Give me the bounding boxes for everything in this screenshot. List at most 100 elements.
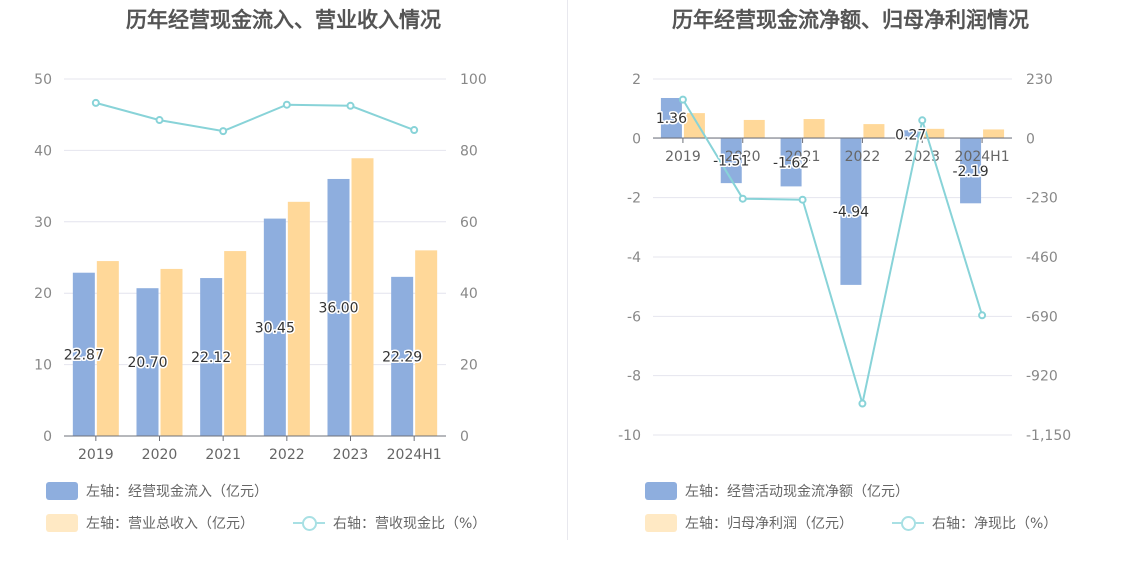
x-axis-tick-label: 2020 (725, 149, 761, 165)
bar-left-orange (683, 113, 705, 139)
legend-label: 左轴：营业总收入（亿元） (86, 516, 254, 532)
line-point (918, 116, 927, 125)
bar-left-blue (391, 276, 414, 436)
bar-data-label: 30.45 (255, 320, 295, 336)
x-axis-tick-label: 2023 (333, 447, 369, 463)
legend-item-net-ratio[interactable]: 右轴：净现比（%） (892, 513, 1057, 533)
right-axis-tick-label: 20 (460, 358, 478, 374)
x-axis-tick-label: 2024H1 (955, 149, 1010, 165)
left-axis-tick-label: -10 (618, 428, 641, 444)
bar-left-orange (160, 268, 183, 436)
bar-left-orange (351, 158, 374, 436)
right-chart-panel: 历年经营现金流净额、归母净利润情况 -10 -1,150 -8 -920 -6 -690 -… (567, 0, 1134, 582)
bar-left-blue (780, 138, 802, 187)
right-axis-tick-label: 80 (460, 143, 478, 159)
right-axis-tick-label: -1,150 (1026, 428, 1071, 444)
bar-left-blue (900, 130, 922, 139)
chart-title: 历年经营现金流净额、归母净利润情况 (672, 8, 1029, 32)
right-axis-tick-label: -920 (1026, 369, 1058, 385)
bar-data-label: 0.27 (895, 127, 926, 143)
line-point (91, 98, 100, 107)
left-chart-panel: 历年经营现金流入、营业收入情况 0 0 10 20 20 40 30 60 40 80 50 100 2… (34, 8, 487, 533)
bar-left-orange (415, 250, 438, 436)
bar-left-blue (263, 218, 286, 436)
legend-label: 左轴：经营活动现金流净额（亿元） (685, 484, 909, 500)
bar-left-orange (863, 124, 885, 139)
right-axis-tick-label: -460 (1026, 250, 1058, 266)
bar-left-orange (743, 119, 765, 139)
right-axis-tick-label: 230 (1026, 72, 1053, 88)
x-axis-tick-label: 2024H1 (387, 447, 442, 463)
x-axis-tick-label: 2021 (785, 149, 821, 165)
right-axis-tick-label: 0 (460, 429, 469, 445)
x-axis-tick-label: 2019 (665, 149, 701, 165)
line-point (410, 126, 419, 135)
bar-left-orange (224, 251, 247, 436)
bar-data-label: -2.19 (952, 164, 988, 180)
x-axis-tick-label: 2022 (269, 447, 305, 463)
legend-swatch-orange (46, 514, 78, 532)
right-axis-tick-label: 0 (1026, 131, 1035, 147)
right-axis-tick-label: -230 (1026, 191, 1058, 207)
bar-left-blue (72, 272, 95, 436)
bar-data-label: 22.87 (64, 347, 104, 363)
x-axis-tick-label: 2021 (205, 447, 241, 463)
line-series-path (95, 101, 415, 133)
legend-item-cash-inflow[interactable]: 左轴：经营现金流入（亿元） (46, 481, 268, 501)
left-axis-tick-label: -2 (627, 191, 641, 207)
legend-label: 左轴：归母净利润（亿元） (685, 516, 853, 532)
panel-divider (567, 0, 568, 540)
bar-left-blue (840, 138, 862, 285)
legend-label: 右轴：营收现金比（%） (333, 516, 487, 532)
line-point (346, 101, 355, 110)
bar-left-orange (287, 201, 310, 436)
legend-swatch-orange (645, 514, 677, 532)
bar-left-blue (960, 138, 982, 204)
bar-left-blue (327, 178, 350, 436)
left-axis-tick-label: 2 (632, 72, 641, 88)
bar-left-orange (96, 261, 119, 436)
bar-left-orange (923, 128, 945, 139)
bar-data-label: 20.70 (127, 355, 167, 371)
legend-item-revenue[interactable]: 左轴：营业总收入（亿元） (46, 513, 254, 533)
legend-swatch-blue (645, 482, 677, 500)
right-axis-tick-label: 100 (460, 72, 487, 88)
x-axis-tick-label: 2020 (142, 447, 178, 463)
line-point (978, 311, 987, 320)
bar-left-blue (660, 97, 682, 139)
bar-data-label: 1.36 (656, 111, 687, 127)
line-point (155, 116, 164, 125)
left-axis-tick-label: 20 (34, 286, 52, 302)
right-axis-tick-label: 40 (460, 286, 478, 302)
legend-line-marker-icon (892, 514, 924, 532)
x-axis-tick-label: 2019 (78, 447, 114, 463)
x-axis-tick-label: 2022 (845, 149, 881, 165)
bar-data-label: 36.00 (318, 300, 358, 316)
legend-item-net-cash[interactable]: 左轴：经营活动现金流净额（亿元） (645, 481, 909, 501)
left-axis-tick-label: -4 (627, 250, 641, 266)
right-chart-svg: -10 -1,150 -8 -920 -6 -690 -4 -460 -2 -230 0 0 2 230 2… (618, 72, 1071, 444)
right-axis-tick-label: -690 (1026, 309, 1058, 325)
bar-left-blue (200, 278, 223, 436)
chart-title: 历年经营现金流入、营业收入情况 (126, 8, 441, 32)
legend-line-marker-icon (293, 514, 325, 532)
line-point (798, 195, 807, 204)
bar-left-orange (803, 119, 825, 139)
line-point (282, 100, 291, 109)
bar-left-orange (983, 129, 1005, 139)
legend-label: 左轴：经营现金流入（亿元） (86, 484, 268, 500)
bar-data-label: -1.51 (713, 154, 749, 170)
left-axis-tick-label: 0 (43, 429, 52, 445)
line-series-path (682, 99, 984, 404)
bar-left-blue (136, 288, 159, 436)
line-point (738, 194, 747, 203)
left-axis-tick-label: -6 (627, 309, 641, 325)
line-point (219, 127, 228, 136)
legend-item-ratio[interactable]: 右轴：营收现金比（%） (293, 513, 486, 533)
left-axis-tick-label: 10 (34, 358, 52, 374)
line-point (858, 399, 867, 408)
legend-item-net-profit[interactable]: 左轴：归母净利润（亿元） (645, 513, 853, 533)
left-axis-tick-label: -8 (627, 369, 641, 385)
legend-label: 右轴：净现比（%） (932, 516, 1058, 532)
